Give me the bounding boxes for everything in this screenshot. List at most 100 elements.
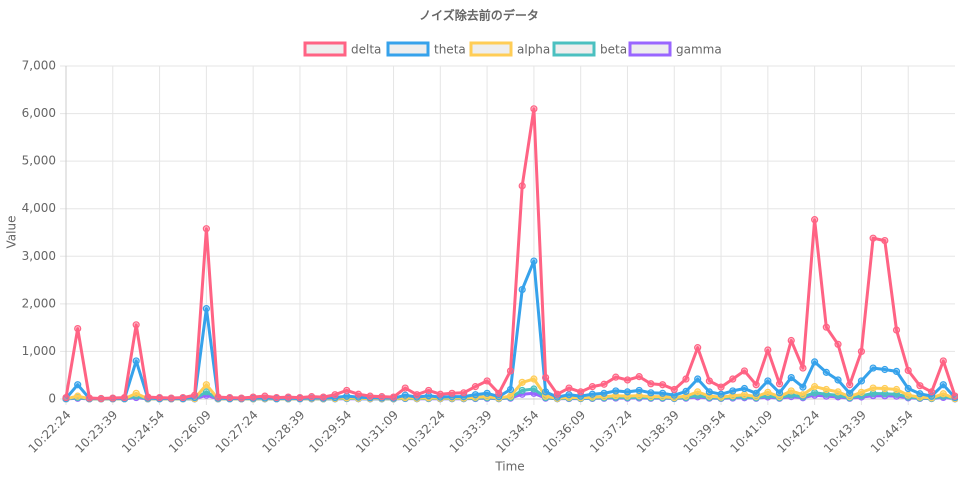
point bbox=[752, 381, 760, 389]
point bbox=[202, 381, 210, 389]
legend-label: theta bbox=[434, 43, 466, 57]
point bbox=[740, 391, 749, 399]
legend-label: alpha bbox=[517, 43, 550, 57]
point bbox=[272, 393, 281, 402]
x-tick-label: 10:22:24 bbox=[26, 408, 74, 456]
legend-label: beta bbox=[600, 43, 627, 57]
point bbox=[822, 323, 830, 331]
x-tick-label: 10:39:54 bbox=[681, 408, 729, 456]
point bbox=[109, 394, 117, 402]
x-tick-label: 10:26:09 bbox=[166, 408, 214, 456]
point bbox=[319, 393, 327, 401]
point bbox=[191, 391, 199, 399]
point bbox=[343, 392, 351, 400]
x-tick-label: 10:34:54 bbox=[493, 408, 541, 456]
point bbox=[132, 389, 140, 397]
point bbox=[623, 388, 632, 396]
point bbox=[202, 388, 210, 396]
point bbox=[343, 386, 351, 395]
point bbox=[694, 388, 702, 396]
point bbox=[518, 285, 526, 294]
point bbox=[553, 390, 561, 398]
legend-label: gamma bbox=[676, 43, 722, 57]
point bbox=[530, 105, 538, 113]
point bbox=[237, 394, 246, 402]
point bbox=[401, 384, 409, 392]
point bbox=[857, 377, 866, 385]
point bbox=[939, 390, 947, 398]
point bbox=[916, 390, 924, 398]
point bbox=[401, 391, 409, 399]
point bbox=[132, 321, 140, 329]
point bbox=[682, 387, 690, 395]
point bbox=[518, 386, 526, 395]
point bbox=[822, 385, 830, 394]
point bbox=[904, 366, 912, 375]
point bbox=[869, 234, 877, 242]
point bbox=[588, 390, 596, 398]
point bbox=[740, 367, 749, 375]
x-tick-label: 10:43:39 bbox=[821, 408, 869, 456]
point bbox=[378, 393, 386, 401]
point bbox=[834, 388, 842, 396]
y-tick-label: 4,000 bbox=[22, 201, 56, 215]
point bbox=[811, 383, 819, 391]
point bbox=[857, 388, 866, 396]
point bbox=[670, 385, 678, 394]
point bbox=[202, 305, 210, 313]
x-tick-label: 10:38:39 bbox=[634, 408, 682, 456]
point bbox=[647, 380, 655, 388]
point bbox=[565, 391, 573, 399]
point bbox=[764, 388, 772, 396]
legend-label: delta bbox=[351, 43, 381, 57]
point bbox=[74, 324, 82, 333]
line bbox=[64, 259, 957, 401]
point bbox=[74, 392, 82, 400]
point bbox=[506, 392, 515, 400]
x-tick-label: 10:32:24 bbox=[400, 408, 448, 456]
y-tick-label: 6,000 bbox=[22, 106, 56, 120]
point bbox=[495, 389, 503, 397]
point bbox=[623, 376, 632, 384]
y-tick-label: 2,000 bbox=[22, 296, 56, 310]
legend-swatch bbox=[303, 41, 347, 57]
point bbox=[541, 388, 550, 396]
point bbox=[799, 383, 807, 391]
point bbox=[658, 389, 667, 397]
point bbox=[132, 357, 140, 365]
point bbox=[471, 391, 480, 399]
point bbox=[939, 357, 947, 365]
point bbox=[120, 393, 129, 402]
point bbox=[436, 390, 444, 398]
point bbox=[834, 376, 842, 384]
point bbox=[518, 378, 526, 386]
point bbox=[74, 381, 82, 389]
point bbox=[881, 384, 889, 393]
legend-swatch bbox=[386, 41, 430, 57]
point bbox=[530, 257, 538, 265]
x-tick-label: 10:42:24 bbox=[774, 408, 822, 456]
point bbox=[939, 381, 947, 389]
point bbox=[296, 393, 304, 402]
point bbox=[389, 393, 398, 401]
point bbox=[354, 390, 363, 398]
point bbox=[787, 387, 795, 395]
point bbox=[658, 381, 667, 389]
point bbox=[904, 384, 912, 393]
point bbox=[740, 384, 749, 393]
point bbox=[717, 383, 725, 391]
point bbox=[425, 392, 433, 400]
point bbox=[799, 364, 807, 372]
point bbox=[694, 375, 702, 383]
x-tick-label: 10:36:09 bbox=[540, 408, 588, 456]
point bbox=[518, 182, 526, 190]
x-tick-label: 10:24:54 bbox=[119, 408, 167, 456]
point bbox=[775, 389, 784, 397]
point bbox=[694, 344, 702, 352]
x-tick-label: 10:31:09 bbox=[353, 408, 401, 456]
point bbox=[308, 393, 316, 401]
point bbox=[167, 394, 175, 402]
x-tick-label: 10:29:54 bbox=[306, 408, 354, 456]
point bbox=[413, 391, 421, 399]
point bbox=[214, 393, 222, 401]
